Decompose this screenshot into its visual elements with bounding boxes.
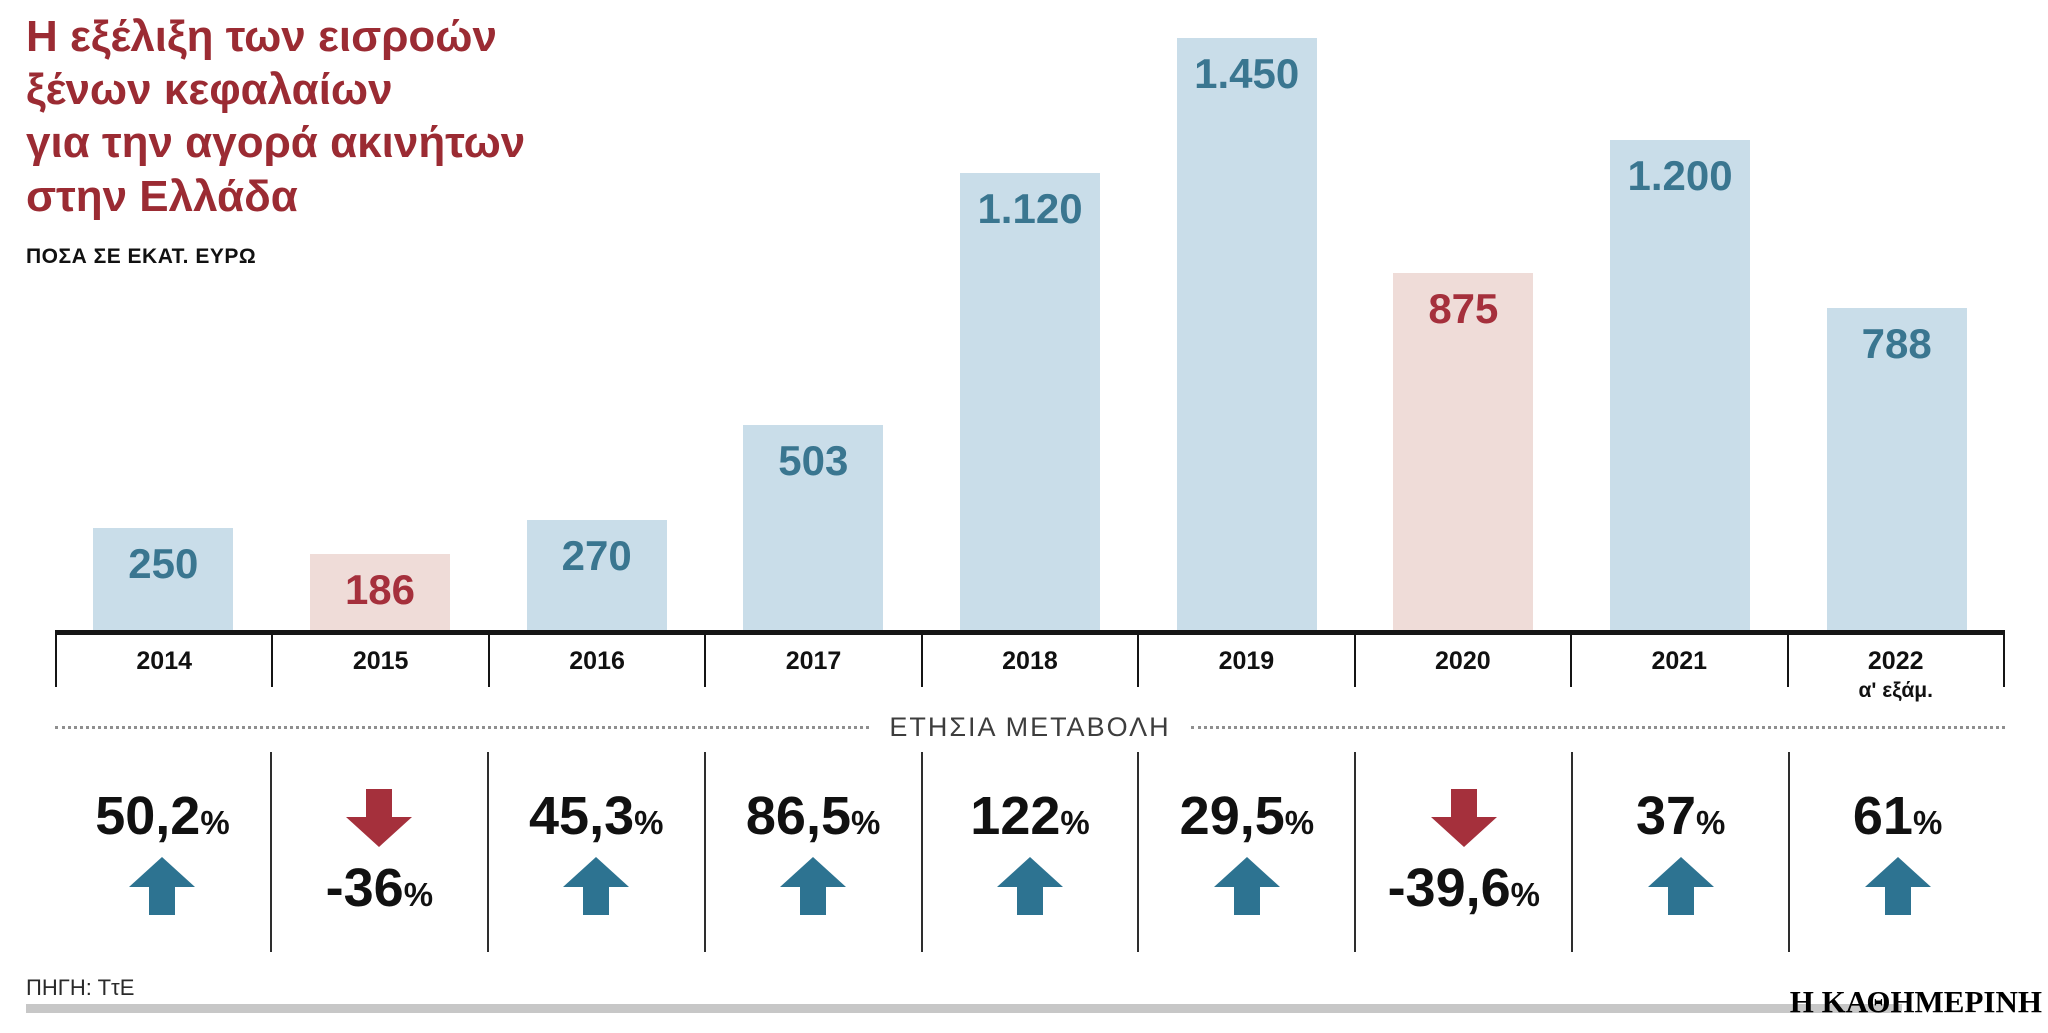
down-arrow-icon: [346, 789, 413, 847]
up-arrow-icon: [129, 857, 196, 915]
dotted-line-left: [55, 726, 870, 729]
bar-value-label: 1.200: [1627, 152, 1733, 199]
bar-column: 186: [272, 38, 489, 630]
x-axis-label: 2015: [273, 635, 490, 687]
chart-title-line: ξένων κεφαλαίων: [26, 65, 393, 115]
change-value: 61%: [1852, 786, 1943, 846]
bar-column: 1.120: [922, 38, 1139, 630]
change-value: 50,2%: [95, 786, 230, 846]
bars-area: 250 186 270 503 1.120 1.450 875 1.200 788: [55, 38, 2005, 630]
bar-value-label: 1.120: [977, 185, 1083, 232]
bar-2020: 875: [1393, 273, 1534, 630]
annual-change-row: 50,2% -36% 45,3% 86,5% 122% 29,5% -39,6% 37% 61%: [55, 752, 2005, 952]
x-axis-label: 2022 α' εξάμ.: [1789, 635, 2005, 702]
up-arrow-icon: [780, 857, 847, 915]
footer-rule: [26, 1004, 1902, 1013]
chart-title-line: για την αγορά ακινήτων: [26, 118, 526, 168]
chart-title: Η εξέλιξη των εισροών ξένων κεφαλαίων γι…: [26, 10, 525, 223]
bar-2022: 788: [1826, 308, 1967, 630]
chart-title-line: Η εξέλιξη των εισροών: [26, 12, 497, 61]
annual-change-cell: 122%: [923, 752, 1140, 952]
x-axis-labels: 2014 2015 2016 2017 2018 2019 2020 2021 2022 α' ε…: [55, 635, 2005, 702]
annual-change-cell: 86,5%: [706, 752, 923, 952]
bar-column: 250: [55, 38, 272, 630]
change-value: 122%: [970, 786, 1090, 846]
up-arrow-icon: [1647, 857, 1714, 915]
change-value: -36%: [325, 858, 434, 918]
dotted-line-right: [1190, 726, 2005, 729]
x-axis-label: 2019: [1139, 635, 1356, 687]
annual-change-cell: 45,3%: [489, 752, 706, 952]
bar-2014: 250: [93, 528, 234, 630]
annual-change-cell: -39,6%: [1356, 752, 1574, 952]
bar-value-label: 875: [1428, 285, 1499, 332]
change-value: -39,6%: [1387, 858, 1540, 918]
x-axis-label: 2021: [1572, 635, 1789, 687]
bar-column: 1.450: [1138, 38, 1355, 630]
annual-change-cell: 29,5%: [1139, 752, 1357, 952]
change-value: 37%: [1635, 786, 1726, 846]
chart-subtitle: ΠΟΣΑ ΣΕ ΕΚΑΤ. ΕΥΡΩ: [26, 244, 257, 268]
bar-column: 1.200: [1572, 38, 1789, 630]
down-arrow-icon: [1430, 789, 1497, 847]
bar-column: 270: [488, 38, 705, 630]
up-arrow-icon: [1213, 857, 1280, 915]
annual-change-label: ΕΤΗΣΙΑ ΜΕΤΑΒΟΛΗ: [889, 712, 1171, 742]
bar-value-label: 503: [778, 437, 849, 484]
bar-column: 875: [1355, 38, 1572, 630]
publisher-logo: Η ΚΑΘΗΜΕΡΙΝΗ: [1789, 984, 2042, 1019]
bar-value-label: 250: [128, 540, 199, 587]
x-axis-label: 2016: [490, 635, 707, 687]
x-axis-label: 2017: [706, 635, 923, 687]
x-axis-label: 2018: [923, 635, 1140, 687]
up-arrow-icon: [563, 857, 630, 915]
bar-2019: 1.450: [1176, 38, 1317, 630]
up-arrow-icon: [1864, 857, 1931, 915]
annual-change-cell: 50,2%: [55, 752, 272, 952]
chart-title-line: στην Ελλάδα: [26, 171, 298, 221]
x-axis-label: 2014: [55, 635, 274, 687]
bar-2016: 270: [526, 520, 667, 630]
bar-column: 788: [1788, 38, 2005, 630]
bar-2018: 1.120: [960, 173, 1101, 630]
annual-change-cell: 61%: [1790, 752, 2005, 952]
bar-2021: 1.200: [1610, 140, 1751, 630]
x-axis-label-note: α' εξάμ.: [1858, 679, 1933, 702]
bar-value-label: 788: [1861, 320, 1932, 367]
change-value: 45,3%: [529, 786, 664, 846]
bar-2015: 186: [310, 554, 450, 630]
chart-header: Η εξέλιξη των εισροών ξένων κεφαλαίων γι…: [26, 10, 525, 269]
bar-column: 503: [705, 38, 922, 630]
change-value: 86,5%: [745, 786, 881, 846]
source-note: ΠΗΓΗ: ΤτΕ: [26, 975, 135, 1000]
x-axis-line: [55, 630, 2005, 635]
x-axis-label: 2020: [1356, 635, 1573, 687]
bar-2017: 503: [743, 425, 884, 630]
change-value: 29,5%: [1179, 786, 1315, 846]
annual-change-divider: ΕΤΗΣΙΑ ΜΕΤΑΒΟΛΗ: [55, 712, 2005, 743]
bar-value-label: 1.450: [1194, 50, 1300, 97]
bar-value-label: 270: [561, 532, 632, 579]
annual-change-cell: -36%: [272, 752, 489, 952]
bar-value-label: 186: [344, 566, 416, 613]
annual-change-cell: 37%: [1573, 752, 1791, 952]
up-arrow-icon: [997, 857, 1063, 915]
